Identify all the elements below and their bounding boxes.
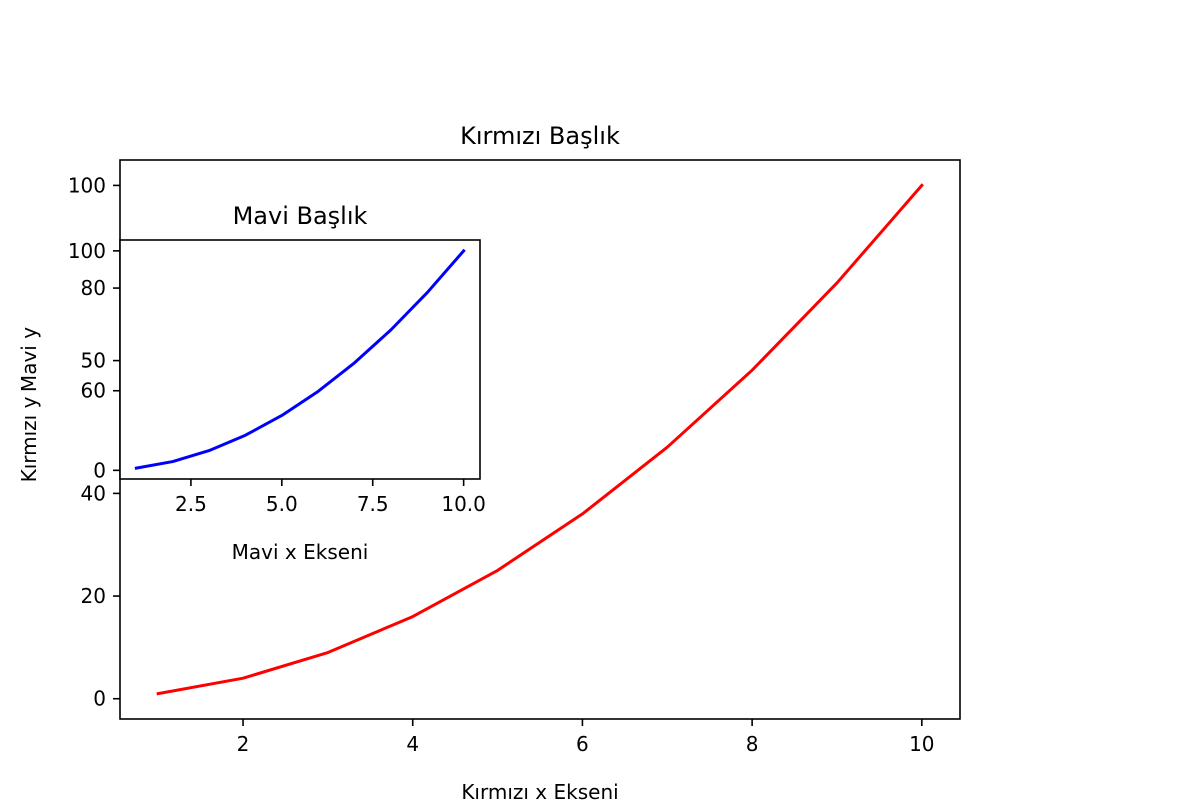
inset-axes: 2.5 5.0 7.5 10.0 0 50 100 Mavi Başlık Mavi x Eks… [17, 202, 486, 564]
main-y-axis-label: Kırmızı y [17, 396, 41, 482]
main-y-tick-label: 0 [93, 687, 106, 711]
inset-x-tick-label: 5.0 [266, 492, 298, 516]
inset-y-axis-label: Mavi y [17, 327, 41, 392]
main-x-axis-label: Kırmızı x Ekseni [461, 780, 618, 800]
inset-y-tick-label: 0 [93, 458, 106, 482]
main-x-tick-label: 4 [406, 732, 419, 756]
main-y-tick-label: 40 [81, 481, 106, 505]
inset-plot-area [120, 240, 480, 479]
inset-y-tick-label: 100 [68, 239, 106, 263]
main-y-tick-label: 60 [81, 379, 106, 403]
inset-axes-frame [119, 239, 481, 480]
main-chart-title: Kırmızı Başlık [460, 122, 620, 150]
inset-series-line [134, 248, 466, 470]
main-x-tick-label: 2 [237, 732, 250, 756]
main-x-tick-label: 8 [746, 732, 759, 756]
main-x-tick-label: 6 [576, 732, 589, 756]
main-y-tick-label: 20 [81, 584, 106, 608]
inset-x-axis-label: Mavi x Ekseni [232, 540, 369, 564]
main-x-tick-label: 10 [909, 732, 934, 756]
inset-x-tick-label: 2.5 [175, 492, 207, 516]
main-y-tick-label: 80 [81, 276, 106, 300]
main-series-line [156, 183, 924, 696]
main-y-tick-label: 100 [68, 173, 106, 197]
inset-x-tick-label: 10.0 [441, 492, 486, 516]
inset-chart-title: Mavi Başlık [233, 202, 368, 230]
inset-x-tick-label: 7.5 [357, 492, 389, 516]
inset-y-tick-label: 50 [81, 349, 106, 373]
